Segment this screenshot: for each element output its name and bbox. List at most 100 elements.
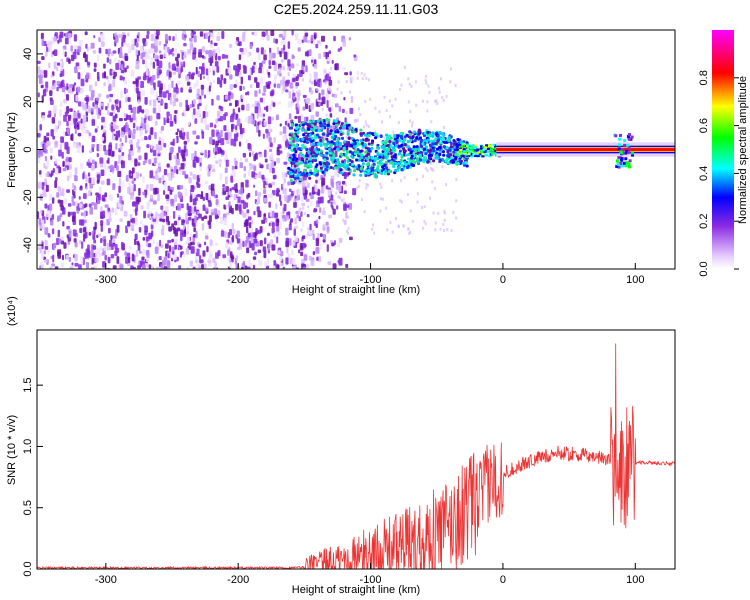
spectrogram-noise-cell (426, 100, 429, 104)
spectrogram-signal-cell (296, 176, 300, 180)
spectrogram-noise-cell (250, 227, 254, 232)
spectrogram-noise-cell (216, 47, 220, 54)
spectrogram-noise-cell (159, 239, 162, 247)
spectrogram-noise-cell (131, 217, 136, 224)
spectrogram-noise-cell (46, 132, 50, 137)
spectrogram-noise-cell (144, 135, 147, 141)
spectrogram-signal-cell (346, 132, 350, 136)
spectrogram-noise-cell (441, 96, 444, 100)
spectrogram-noise-cell (237, 107, 241, 113)
spectrogram-noise-cell (341, 108, 345, 114)
spectrogram-noise-cell (109, 93, 114, 98)
spectrogram-noise-cell (180, 68, 184, 73)
spectrogram-noise-cell (287, 41, 291, 49)
spectrogram-signal-cell (292, 153, 296, 157)
spectrogram-noise-cell (282, 83, 286, 91)
spectrogram-noise-cell (152, 200, 157, 205)
spectrogram-noise-cell (340, 91, 343, 95)
spectrogram-noise-cell (216, 95, 220, 101)
spectrogram-signal-cell (409, 148, 413, 152)
spectrogram-noise-cell (192, 174, 197, 180)
spectrogram-noise-cell (348, 90, 351, 94)
spectrogram-noise-cell (205, 124, 210, 131)
spectrogram-noise-cell (63, 130, 66, 138)
spectrogram-noise-cell (100, 220, 104, 226)
spectrogram-noise-cell (145, 63, 148, 69)
spectrogram-noise-cell (180, 61, 184, 66)
spectrogram-noise-cell (271, 181, 276, 186)
spectrogram-signal-cell (442, 145, 446, 149)
spectrogram-noise-cell (184, 188, 188, 197)
spectrogram-noise-cell (155, 30, 160, 36)
spectrogram-signal-cell (620, 164, 624, 168)
spectrogram-noise-cell (345, 111, 348, 115)
spectrogram-signal-cell (347, 172, 351, 176)
spectrogram-noise-cell (91, 144, 95, 148)
spectrogram-noise-cell (105, 75, 109, 80)
spectrogram-signal-cell (367, 142, 371, 146)
spectrogram-signal-cell (388, 140, 392, 144)
spectrogram-noise-cell (132, 133, 136, 140)
spectrogram-noise-cell (318, 133, 321, 137)
spectrogram-signal-cell (378, 155, 382, 159)
spectrogram-signal-cell (619, 150, 623, 154)
spectrogram-noise-cell (328, 107, 332, 113)
spectrogram-noise-cell (279, 123, 282, 127)
spectrogram-noise-cell (180, 149, 184, 156)
spectrogram-noise-cell (95, 250, 98, 259)
spectrogram-noise-cell (437, 150, 440, 154)
spectrogram-noise-cell (268, 183, 273, 188)
spectrogram-noise-cell (334, 63, 339, 71)
spectrogram-noise-cell (228, 43, 233, 48)
spectrogram-signal-cell (367, 133, 371, 137)
spectrogram-noise-cell (63, 91, 67, 96)
spectrogram-signal-cell (331, 156, 335, 160)
spectrogram-noise-cell (77, 45, 82, 53)
spectrogram-noise-cell (255, 201, 259, 206)
spectrogram-noise-cell (85, 43, 88, 49)
spectrogram-noise-cell (265, 268, 268, 269)
spectrogram-noise-cell (313, 71, 318, 79)
spectrogram-signal-cell (460, 143, 464, 146)
spectrogram-noise-cell (148, 264, 152, 269)
spectrogram-noise-cell (327, 85, 332, 91)
spectrogram-noise-cell (310, 258, 315, 267)
spectrogram-noise-cell (236, 230, 240, 238)
spectrogram-noise-cell (149, 62, 153, 67)
spectrogram-noise-cell (176, 87, 179, 94)
spectrogram-noise-cell (283, 194, 288, 202)
spectrogram-signal-cell (400, 135, 404, 139)
spectrogram-noise-cell (283, 203, 287, 212)
spectrogram-noise-cell (278, 194, 282, 202)
spectrogram-ytick-label: -40 (22, 237, 34, 253)
spectrogram-signal-cell (620, 158, 624, 162)
spectrogram-signal-cell (473, 148, 477, 151)
spectrogram-noise-cell (251, 171, 256, 178)
spectrogram-signal-cell (404, 153, 408, 157)
spectrogram-signal-cell (486, 148, 490, 151)
spectrogram-noise-cell (327, 200, 331, 204)
spectrogram-noise-cell (166, 163, 170, 168)
spectrogram-noise-cell (363, 210, 366, 214)
spectrogram-noise-cell (90, 164, 95, 171)
spectrogram-noise-cell (432, 211, 435, 215)
spectrogram-noise-cell (83, 114, 87, 123)
spectrogram-noise-cell (93, 68, 97, 72)
spectrogram-signal-cell (291, 158, 295, 162)
spectrogram-noise-cell (172, 36, 175, 42)
spectrogram-noise-cell (174, 137, 177, 144)
spectrogram-noise-cell (300, 211, 303, 217)
spectrogram-noise-cell (157, 194, 160, 202)
spectrogram-noise-cell (88, 132, 91, 137)
spectrogram-noise-cell (182, 253, 186, 258)
spectrogram-noise-cell (51, 117, 56, 124)
spectrogram-noise-cell (110, 195, 114, 202)
spectrogram-noise-cell (61, 85, 66, 93)
spectrogram-noise-cell (369, 97, 372, 101)
spectrogram-noise-cell (383, 95, 386, 99)
spectrogram-noise-cell (322, 210, 326, 216)
spectrogram-noise-cell (53, 242, 57, 248)
spectrogram-noise-cell (202, 204, 206, 211)
spectrogram-noise-cell (310, 200, 313, 207)
spectrogram-signal-cell (410, 154, 414, 158)
